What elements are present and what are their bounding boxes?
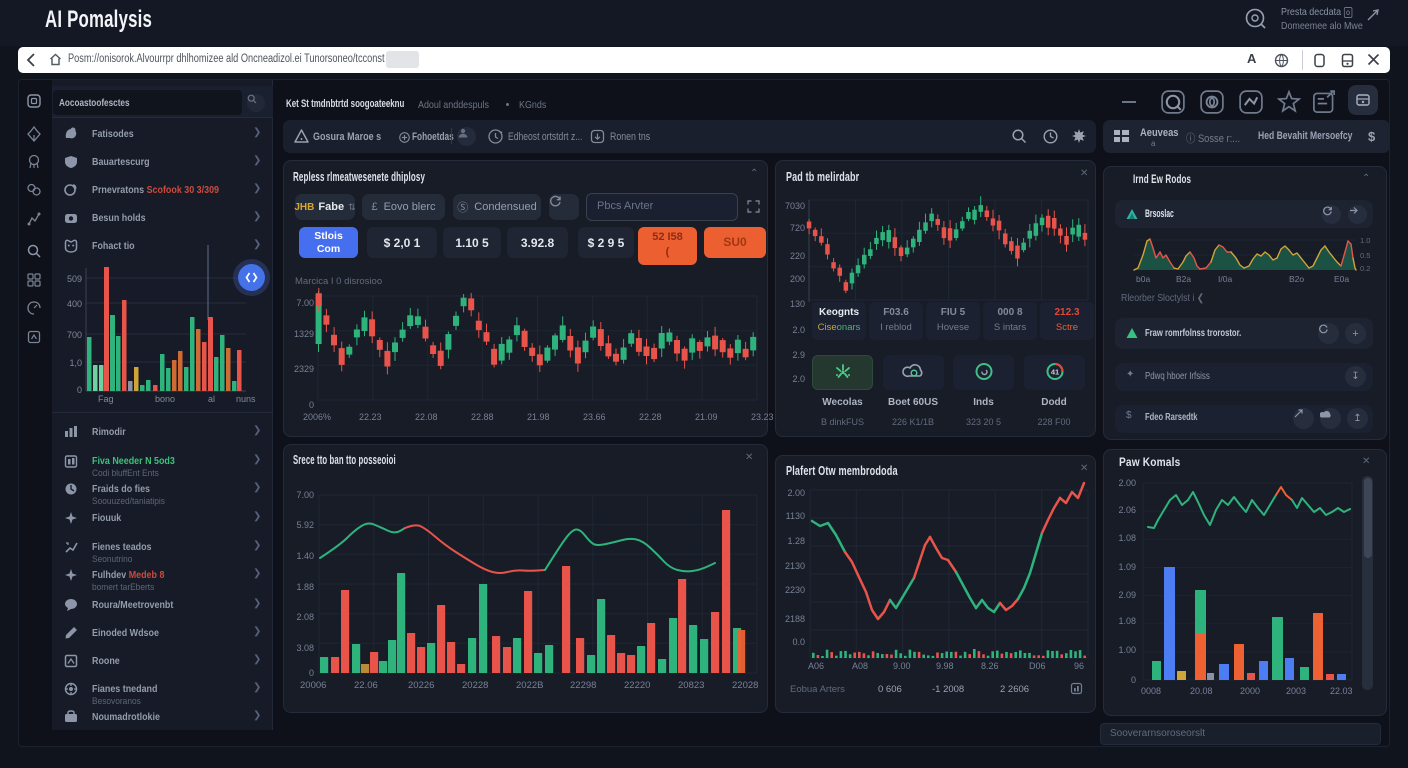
svg-text:41: 41 xyxy=(1050,368,1058,377)
